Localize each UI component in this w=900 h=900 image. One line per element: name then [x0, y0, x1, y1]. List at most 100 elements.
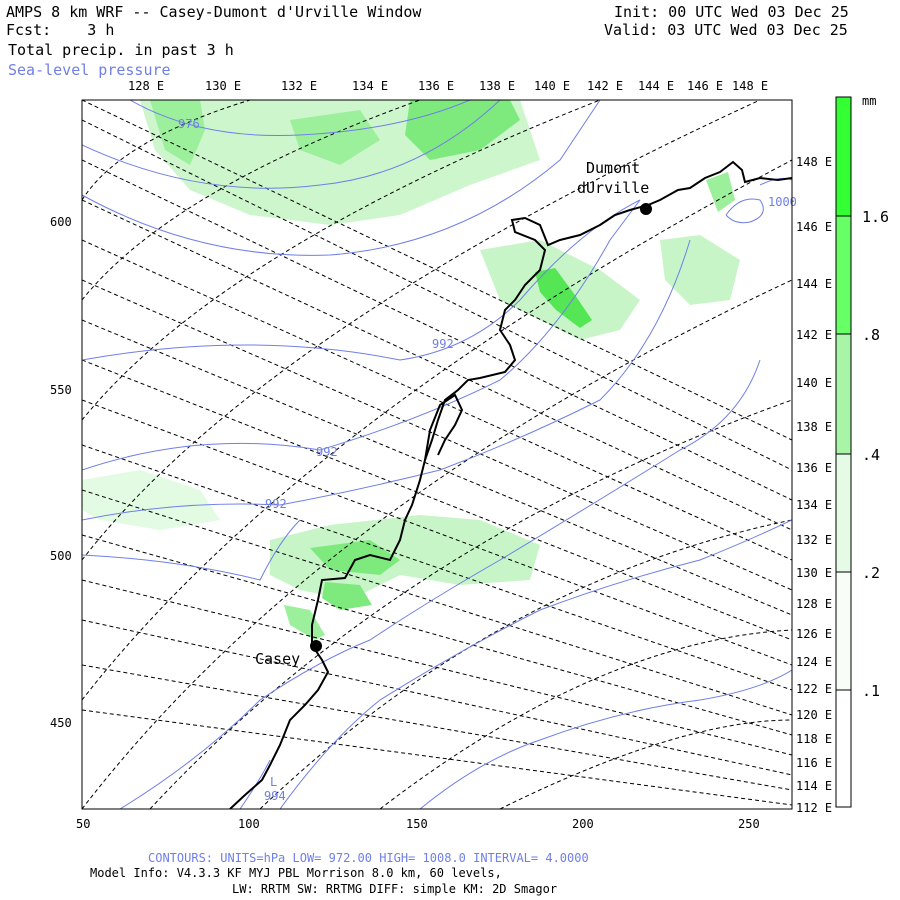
- right-lon-label: 134 E: [796, 498, 832, 512]
- latitude-circle: [149, 399, 792, 809]
- right-lon-label: 128 E: [796, 597, 832, 611]
- legend-swatch-none: [835, 689, 852, 808]
- right-lon-label: 142 E: [796, 328, 832, 342]
- latitude-circle: [82, 159, 792, 701]
- contour-label: 994: [264, 789, 286, 803]
- right-lon-label: 144 E: [796, 277, 832, 291]
- latitude-circle: [259, 519, 792, 809]
- right-lon-label: 140 E: [796, 376, 832, 390]
- latitude-circle: [82, 279, 792, 809]
- latitude-circle: [82, 100, 761, 561]
- contour-labels: 976 992 992 992 1000 994 L: [178, 117, 797, 803]
- isobar: [239, 759, 271, 809]
- x-tick-label: 250: [738, 817, 760, 831]
- precip-area-east: [660, 235, 740, 305]
- latitude-circle: [82, 100, 601, 421]
- legend-swatch-0.1: [835, 571, 852, 691]
- top-lon-label: 140 E: [534, 79, 570, 93]
- contour-label: 976: [178, 117, 200, 131]
- meridian-line: [82, 359, 792, 641]
- right-lon-label: 136 E: [796, 461, 832, 475]
- y-tick-label: 500: [50, 549, 72, 563]
- isobar: [725, 198, 764, 224]
- isobar: [82, 519, 301, 581]
- isobar: [119, 359, 761, 809]
- dumont-label-line1: Dumont: [586, 159, 640, 177]
- dumont-durville-station-marker[interactable]: [640, 203, 652, 215]
- meridian-line: [82, 619, 792, 776]
- y-tick-label: 450: [50, 716, 72, 730]
- top-lon-label: 148 E: [732, 79, 768, 93]
- stations: Casey Dumont dUrville: [255, 159, 652, 668]
- isobar: [82, 100, 601, 256]
- latitude-circle: [499, 719, 792, 809]
- y-tick-label: 600: [50, 215, 72, 229]
- isobar: [82, 100, 501, 189]
- contours-info: CONTOURS: UNITS=hPa LOW= 972.00 HIGH= 10…: [148, 851, 589, 865]
- meridian-line: [82, 489, 792, 716]
- plot-frame: [81, 99, 793, 810]
- right-lon-label: 126 E: [796, 627, 832, 641]
- coastline-inner: [424, 393, 464, 461]
- meridian-line: [82, 119, 792, 471]
- top-lon-label: 146 E: [687, 79, 723, 93]
- right-lon-label: 146 E: [796, 220, 832, 234]
- contour-label: 992: [265, 497, 287, 511]
- top-lon-label: 132 E: [281, 79, 317, 93]
- meridian-line: [82, 239, 792, 561]
- forecast-hour: Fcst: 3 h: [6, 22, 114, 39]
- legend-swatch-0.2: [835, 453, 852, 573]
- precip-area-ne: [706, 172, 735, 212]
- right-lon-label: 118 E: [796, 732, 832, 746]
- low-pressure-marker: L: [270, 775, 277, 789]
- right-lon-label: 148 E: [796, 155, 832, 169]
- graticule: [82, 100, 792, 809]
- x-tick-label: 50: [76, 817, 90, 831]
- meridian-line: [82, 199, 792, 531]
- top-lon-label: 130 E: [205, 79, 241, 93]
- isobar: [82, 199, 641, 361]
- right-longitude-labels: 148 E 146 E 144 E 142 E 140 E 138 E 136 …: [796, 155, 832, 815]
- latitude-circle: [379, 629, 792, 809]
- precip-area-dumont-core: [535, 268, 592, 328]
- map-title: AMPS 8 km WRF -- Casey-Dumont d'Urville …: [6, 3, 422, 21]
- isobar: [279, 519, 792, 809]
- contour-label: 992: [316, 445, 338, 459]
- model-info: Model Info: V4.3.3 KF MYJ PBL Morrison 8…: [90, 866, 502, 880]
- meridian-line: [82, 100, 792, 441]
- casey-station-marker[interactable]: [310, 640, 322, 652]
- x-tick-label: 100: [238, 817, 260, 831]
- top-lon-label: 138 E: [479, 79, 515, 93]
- x-tick-label: 200: [572, 817, 594, 831]
- top-lon-label: 144 E: [638, 79, 674, 93]
- init-time: Init: 00 UTC Wed 03 Dec 25: [614, 3, 849, 21]
- meridian-line: [82, 159, 792, 501]
- meridian-line: [82, 444, 792, 691]
- scheme-info: LW: RRTM SW: RRTMG DIFF: simple KM: 2D S…: [232, 882, 558, 896]
- field-slp-label: Sea-level pressure: [8, 61, 171, 79]
- right-lon-label: 122 E: [796, 682, 832, 696]
- legend-label: .2: [862, 564, 880, 582]
- precip-area-west: [82, 470, 220, 530]
- legend-unit: mm: [862, 94, 876, 108]
- right-lon-label: 130 E: [796, 566, 832, 580]
- meridian-line: [82, 319, 792, 616]
- latitude-circle: [82, 100, 251, 201]
- fcst-label: Fcst:: [6, 21, 52, 39]
- contour-label: 992: [432, 337, 454, 351]
- right-lon-label: 116 E: [796, 756, 832, 770]
- fcst-value: 3 h: [87, 21, 115, 39]
- meridian-line: [82, 709, 792, 806]
- axis-ticks: 50 100 150 200 250 600 550 500 450: [50, 215, 760, 831]
- dumont-label-line2: dUrville: [577, 179, 649, 197]
- legend-swatch-0.4: [835, 333, 852, 455]
- valid-time: Valid: 03 UTC Wed 03 Dec 25: [604, 21, 848, 39]
- meridian-line: [82, 664, 792, 791]
- casey-station-label: Casey: [255, 650, 300, 668]
- legend-label: .8: [862, 326, 880, 344]
- isobar: [82, 239, 691, 521]
- right-lon-label: 112 E: [796, 801, 832, 815]
- precip-area-central: [270, 515, 540, 600]
- precip-legend: mm 1.6 .8 .4 .2 .1: [835, 94, 889, 808]
- legend-label: .1: [862, 682, 880, 700]
